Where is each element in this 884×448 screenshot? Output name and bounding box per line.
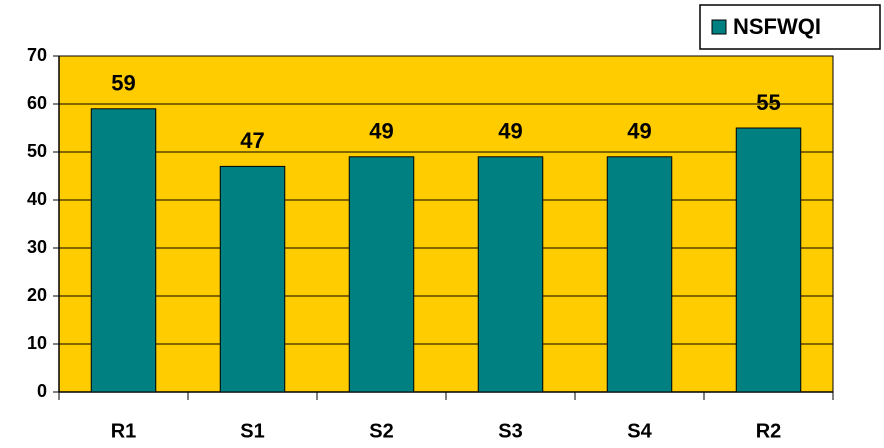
x-tick-label: S4 <box>627 420 652 442</box>
y-tick-label: 10 <box>27 333 47 353</box>
bar <box>606 156 673 393</box>
y-tick-label: 50 <box>27 141 47 161</box>
bar <box>348 156 415 393</box>
x-tick-label: R2 <box>756 420 782 442</box>
y-tick-label: 30 <box>27 237 47 257</box>
data-label: 47 <box>240 128 264 153</box>
data-label: 49 <box>498 119 522 144</box>
bar <box>477 156 544 393</box>
y-tick-label: 40 <box>27 189 47 209</box>
legend-box <box>699 4 881 50</box>
y-tick-label: 20 <box>27 285 47 305</box>
legend-label: NSFWQI <box>733 14 821 39</box>
y-tick-label: 60 <box>27 93 47 113</box>
x-tick-label: S2 <box>369 420 393 442</box>
data-label: 49 <box>369 119 393 144</box>
bar <box>90 108 157 393</box>
bar <box>219 165 286 393</box>
plot-area <box>58 55 834 393</box>
data-label: 49 <box>627 119 651 144</box>
y-tick-label: 70 <box>27 45 47 65</box>
bar <box>735 127 802 393</box>
x-tick-label: S3 <box>498 420 522 442</box>
data-label: 59 <box>111 71 135 96</box>
y-tick-label: 0 <box>37 381 47 401</box>
x-tick-label: S1 <box>240 420 264 442</box>
x-tick-label: R1 <box>111 420 137 442</box>
legend-swatch <box>711 19 727 35</box>
data-label: 55 <box>756 90 780 115</box>
